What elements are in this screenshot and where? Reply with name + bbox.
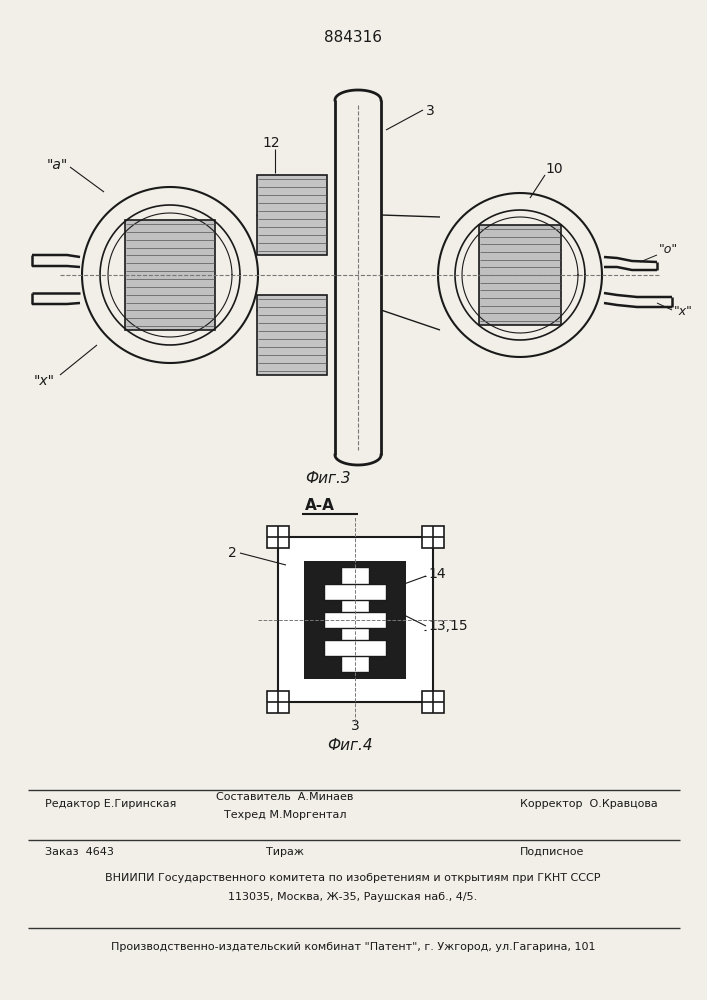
Text: Заказ  4643: Заказ 4643 bbox=[45, 847, 114, 857]
Text: "x": "x" bbox=[674, 305, 693, 318]
Text: 3: 3 bbox=[351, 719, 360, 733]
Bar bbox=[324, 640, 386, 656]
Text: 13,15: 13,15 bbox=[428, 619, 467, 633]
Bar bbox=[125, 220, 215, 330]
Text: Тираж: Тираж bbox=[266, 847, 304, 857]
Bar bbox=[341, 567, 369, 672]
Text: Подписное: Подписное bbox=[520, 847, 585, 857]
Text: 12: 12 bbox=[262, 136, 280, 150]
Bar bbox=[304, 561, 406, 679]
Text: "a": "a" bbox=[47, 158, 69, 172]
Bar bbox=[267, 691, 289, 713]
Text: "o": "o" bbox=[659, 243, 678, 256]
Text: Составитель  А.Минаев: Составитель А.Минаев bbox=[216, 792, 354, 802]
Text: Редактор Е.Гиринская: Редактор Е.Гиринская bbox=[45, 799, 176, 809]
Text: Техред М.Моргентал: Техред М.Моргентал bbox=[223, 810, 346, 820]
Text: 3: 3 bbox=[426, 104, 435, 118]
Text: "x": "x" bbox=[34, 374, 55, 388]
Bar bbox=[324, 584, 386, 600]
Text: 14: 14 bbox=[428, 567, 445, 581]
Text: A-A: A-A bbox=[305, 498, 335, 513]
Bar bbox=[278, 537, 433, 702]
Bar bbox=[324, 612, 386, 628]
Bar bbox=[422, 526, 444, 548]
Bar bbox=[479, 225, 561, 325]
Text: Фиг.3: Фиг.3 bbox=[305, 471, 351, 486]
Text: Фиг.4: Фиг.4 bbox=[327, 738, 373, 753]
Text: Производственно-издательский комбинат "Патент", г. Ужгород, ул.Гагарина, 101: Производственно-издательский комбинат "П… bbox=[111, 942, 595, 952]
Bar bbox=[257, 295, 327, 375]
Bar bbox=[422, 691, 444, 713]
Text: 884316: 884316 bbox=[324, 29, 382, 44]
Bar bbox=[257, 175, 327, 255]
Text: Корректор  О.Кравцова: Корректор О.Кравцова bbox=[520, 799, 658, 809]
Text: 113035, Москва, Ж-35, Раушская наб., 4/5.: 113035, Москва, Ж-35, Раушская наб., 4/5… bbox=[228, 892, 478, 902]
Bar bbox=[267, 526, 289, 548]
Text: ВНИИПИ Государственного комитета по изобретениям и открытиям при ГКНТ СССР: ВНИИПИ Государственного комитета по изоб… bbox=[105, 873, 601, 883]
Text: 10: 10 bbox=[545, 162, 563, 176]
Text: 2: 2 bbox=[228, 546, 237, 560]
